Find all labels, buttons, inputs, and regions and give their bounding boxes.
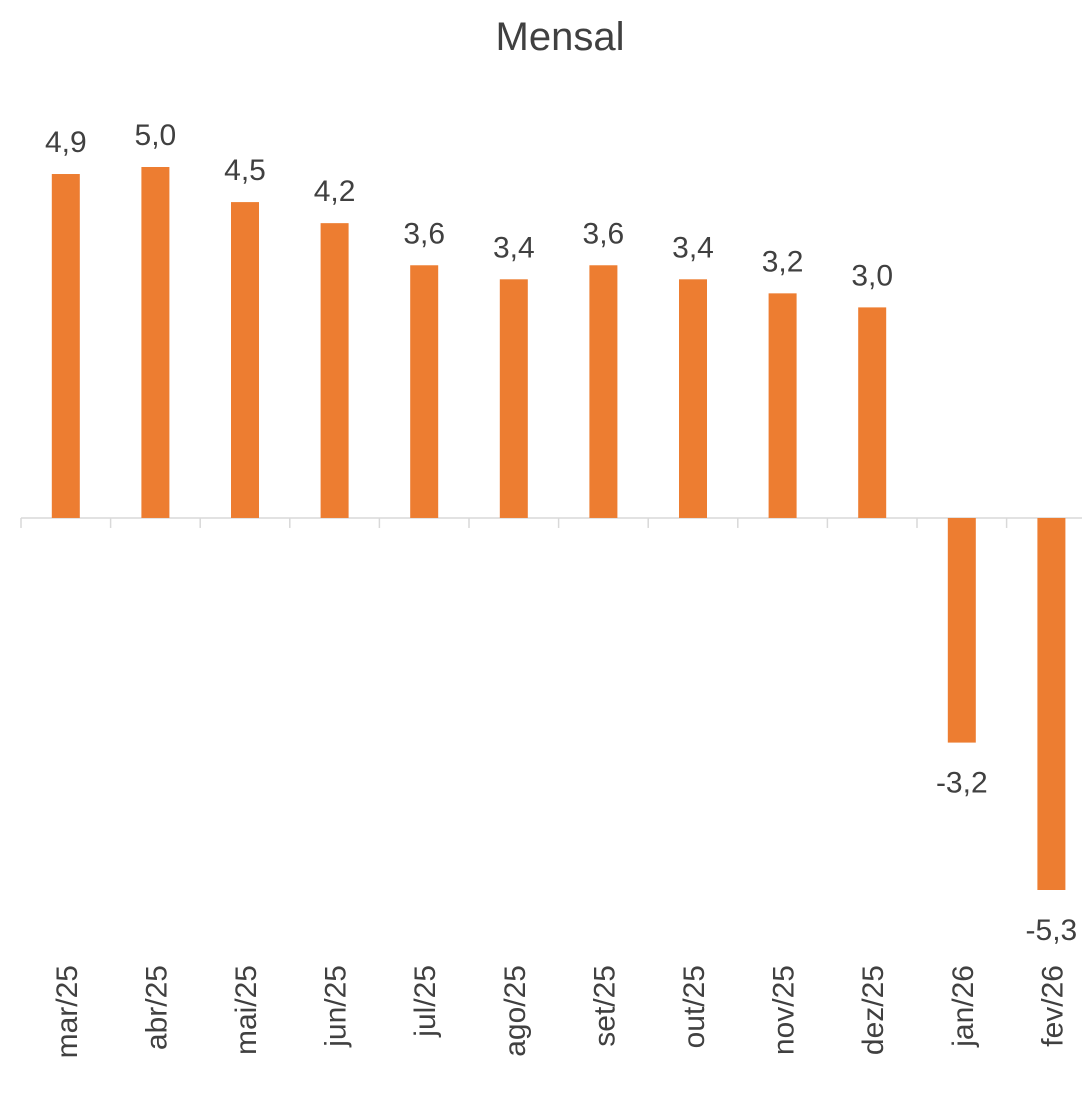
data-label: 3,0 bbox=[851, 259, 893, 292]
x-tick-label: nov/25 bbox=[768, 965, 801, 1055]
bar bbox=[141, 167, 170, 518]
x-tick-label: abr/25 bbox=[140, 965, 173, 1050]
bar bbox=[947, 517, 976, 743]
bar bbox=[499, 279, 528, 518]
bar bbox=[1037, 517, 1066, 890]
data-label: 3,2 bbox=[762, 245, 804, 278]
bar bbox=[320, 223, 349, 518]
data-label: 3,6 bbox=[583, 217, 625, 250]
x-tick-label: mai/25 bbox=[230, 965, 263, 1055]
bar bbox=[410, 265, 439, 518]
data-label: 4,9 bbox=[45, 126, 87, 159]
data-label: 4,5 bbox=[224, 154, 266, 187]
x-tick-label: jan/26 bbox=[947, 965, 980, 1048]
data-label: -3,2 bbox=[936, 767, 988, 800]
x-tick-label: ago/25 bbox=[499, 965, 532, 1057]
bar bbox=[679, 279, 707, 518]
data-label: 3,6 bbox=[403, 217, 445, 250]
bar bbox=[768, 293, 797, 518]
x-tick-label: mar/25 bbox=[51, 965, 84, 1058]
data-label: 4,2 bbox=[314, 175, 356, 208]
chart-title: Mensal bbox=[496, 15, 625, 59]
x-tick-label: jun/25 bbox=[320, 965, 353, 1048]
x-tick-label: set/25 bbox=[588, 965, 621, 1047]
data-label: 3,4 bbox=[672, 231, 714, 264]
bar bbox=[231, 202, 259, 518]
x-tick-label: out/25 bbox=[678, 965, 711, 1048]
data-label: -5,3 bbox=[1026, 914, 1078, 947]
bar bbox=[858, 307, 887, 518]
bar bbox=[589, 265, 618, 518]
bar bbox=[51, 174, 80, 518]
x-tick-label: dez/25 bbox=[857, 965, 890, 1055]
x-tick-label: jul/25 bbox=[409, 965, 442, 1038]
x-tick-label: fev/26 bbox=[1036, 965, 1069, 1047]
data-label: 5,0 bbox=[135, 119, 177, 152]
data-label: 3,4 bbox=[493, 231, 535, 264]
